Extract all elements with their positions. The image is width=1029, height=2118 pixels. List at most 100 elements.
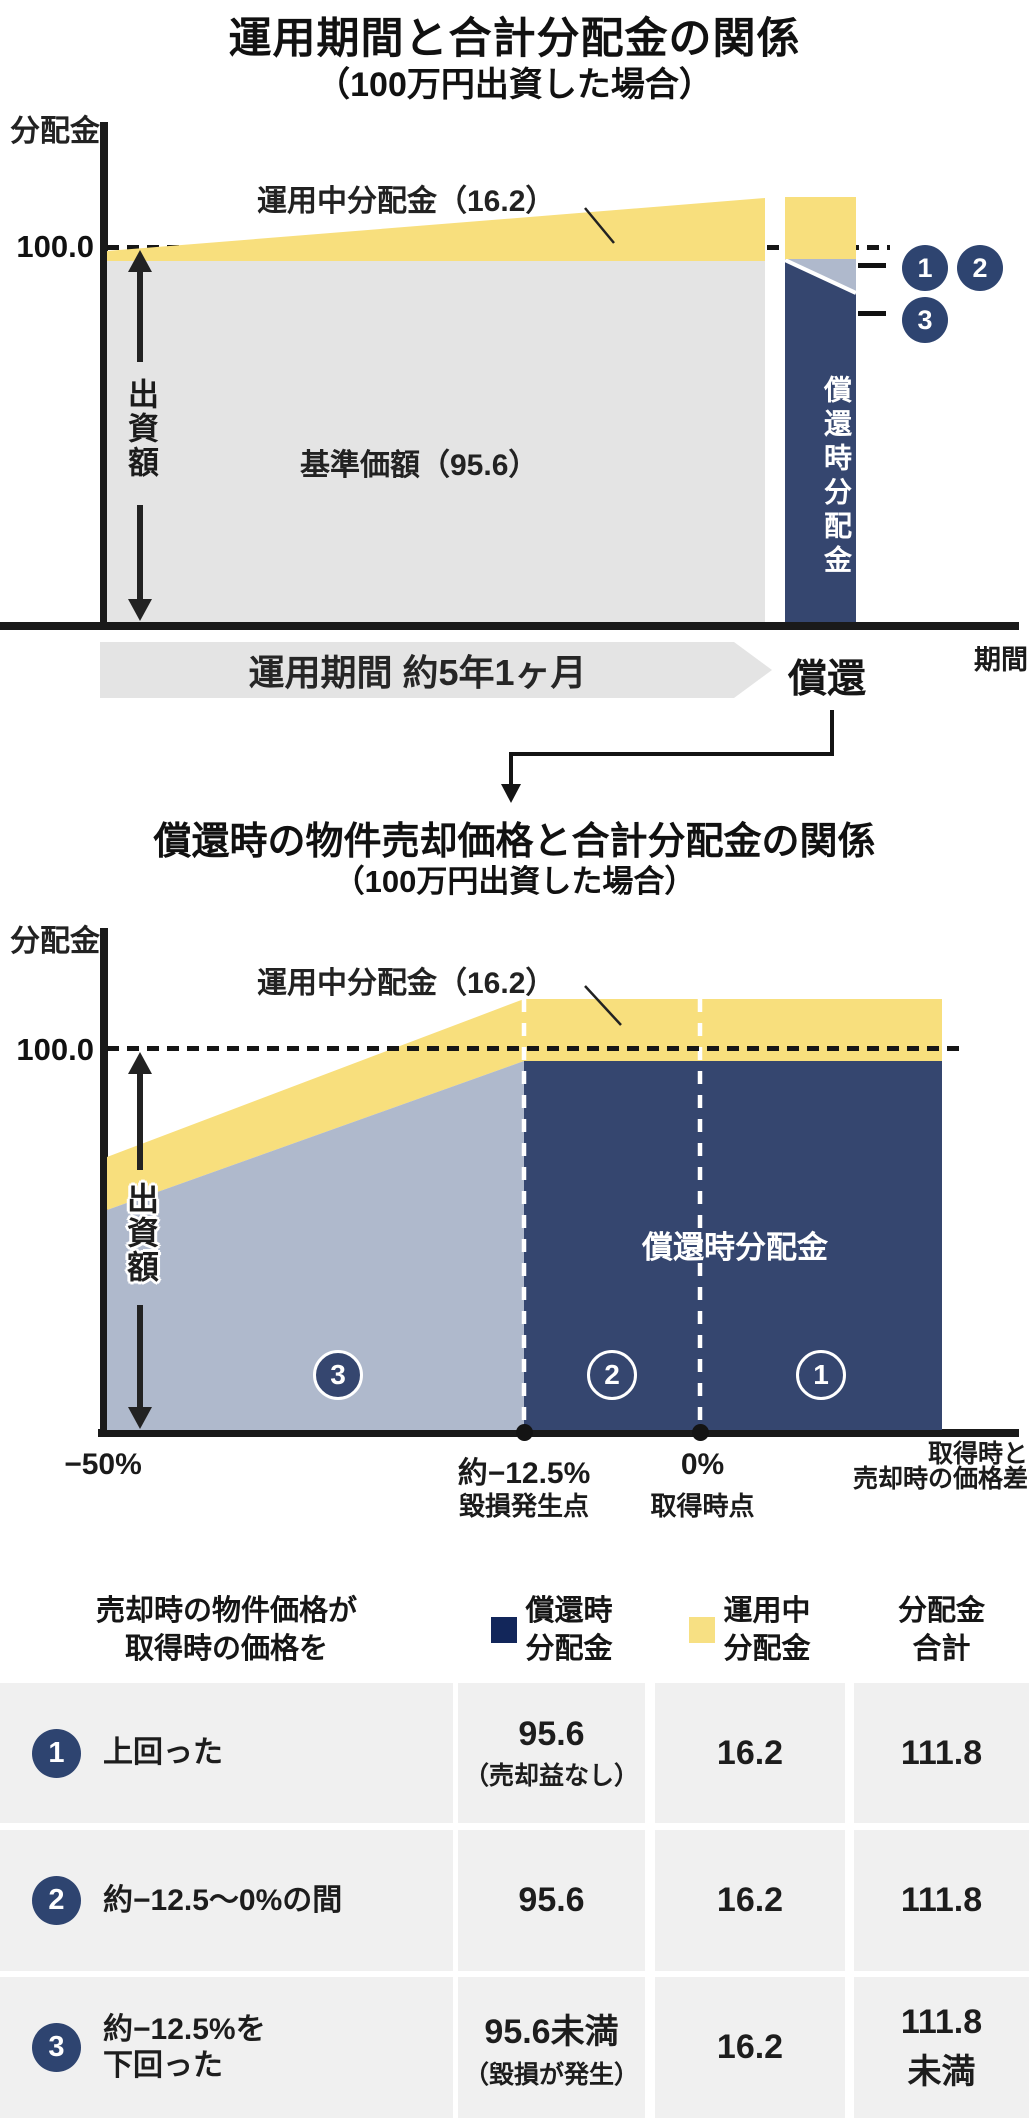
chart1-tick-upper (858, 263, 886, 268)
chart2-x-axis-label: 取得時と 売却時の価格差 (810, 1442, 1028, 1492)
table-header-operating-line2: 分配金 (723, 1633, 811, 1665)
chart1-bar-label: 償還時分配金 (821, 375, 852, 579)
chart2-tick-minus50: −50% (64, 1448, 142, 1481)
chart2-redemption-area-label: 償還時分配金 (642, 1230, 828, 1265)
chart1-period-band-arrow (100, 642, 772, 698)
table-header-total-line2: 合計 (912, 1633, 971, 1665)
table-row: 2 約−12.5～0%の間 95.6 16.2 111.8 (0, 1830, 1029, 1971)
row3-redemption-value: 95.6未満 (484, 2013, 619, 2051)
chart1-reference-value: 100.0 (16, 229, 94, 264)
row1-total-value: 111.8 (900, 1733, 983, 1772)
row3-total-value: 111.8 (900, 2002, 983, 2041)
chart2-acquisition-point-dot (692, 1424, 709, 1441)
row3-redemption-note: （毀損が発生） (463, 2061, 639, 2089)
chart2-tick-minus125: 約−12.5% (457, 1457, 591, 1490)
chart1-bar-loss-triangle (785, 259, 856, 295)
chart1-title: 運用期間と合計分配金の関係 (228, 15, 801, 63)
chart1-bar-operating-segment (785, 197, 856, 259)
operating-legend-swatch (689, 1617, 716, 1643)
chart2-zone-1: 1 (796, 1350, 846, 1400)
chart2-subtitle: （100万円出資した場合） (333, 864, 696, 899)
chart2-tick-zero: 0% (680, 1448, 725, 1481)
chart1-bar-redemption-segment (785, 259, 856, 622)
chart2-operating-label: 運用中分配金（16.2） (257, 967, 556, 1000)
chart2-investment-arrow-up (128, 1052, 152, 1170)
row3-badge: 3 (32, 2023, 81, 2072)
row2-label: 約−12.5～0%の間 (103, 1883, 343, 1917)
chart2-y-axis-line (100, 928, 108, 1437)
chart1-nav-label: 基準価額（95.6） (300, 449, 539, 482)
chart2-zone-2: 2 (587, 1350, 637, 1400)
chart1-tick-lower (858, 311, 886, 316)
chart1-redemption-label: 償還 (788, 658, 867, 701)
table-header-redemption-line2: 分配金 (525, 1633, 613, 1665)
row1-condition-cell: 1 上回った (0, 1683, 453, 1823)
table-header-redemption-line1: 償還時 (525, 1595, 613, 1627)
row1-label: 上回った (103, 1736, 223, 1769)
chart2-title: 償還時の物件売却価格と合計分配金の関係 (153, 821, 876, 863)
chart2-reference-value: 100.0 (16, 1032, 94, 1067)
chart1-operating-distribution-area (107, 198, 765, 262)
chart1-y-axis-label: 分配金 (10, 115, 100, 148)
chart2-operating-pointer-line (584, 985, 622, 1026)
chart2-redemption-area (524, 1061, 942, 1430)
chart2-x-axis-line (98, 1429, 1019, 1437)
chart2-operating-area (107, 999, 942, 1210)
row1-redemption-value: 95.6 (518, 1714, 585, 1753)
row2-badge: 2 (32, 1876, 81, 1925)
row3-operating-cell: 16.2 (655, 1977, 845, 2118)
chart1-x-axis-line (0, 622, 1019, 630)
table-header-condition-line2: 取得時の価格を (124, 1633, 328, 1665)
chart1-investment-arrow-up (128, 250, 152, 362)
row1-total-cell: 111.8 (854, 1683, 1029, 1823)
row3-label-line1: 約−12.5%を (103, 2012, 266, 2046)
chart1-investment-label: 出資額 (123, 378, 158, 480)
table-header-operating: 運用中 分配金 (655, 1592, 845, 1668)
row1-operating-cell: 16.2 (655, 1683, 845, 1823)
row3-label-line2: 下回った (103, 2048, 223, 2082)
row1-redemption-note: （売却益なし） (463, 1761, 639, 1790)
chart2-x-axis-label-line1: 取得時と (927, 1440, 1028, 1468)
row3-condition-cell: 3 約−12.5%を 下回った (0, 1977, 453, 2118)
row3-total-note: 未満 (907, 2052, 976, 2091)
table-header-redemption: 償還時 分配金 (458, 1592, 646, 1668)
chart1-badge-1: 1 (902, 245, 948, 291)
chart2-investment-label: 出資額 (123, 1182, 159, 1284)
chart2-reference-dashed-line (107, 1046, 965, 1051)
chart2-y-axis-label: 分配金 (10, 925, 100, 958)
row2-total-value: 111.8 (900, 1881, 983, 1919)
chart2-impairment-point-dot (516, 1424, 533, 1441)
chart2-tick-zero-sub: 取得時点 (650, 1491, 755, 1521)
table-header-total: 分配金 合計 (854, 1592, 1029, 1668)
chart1-y-axis-line (100, 122, 108, 630)
row2-redemption-value: 95.6 (518, 1881, 585, 1919)
chart2-areas (107, 999, 942, 1430)
row1-operating-value: 16.2 (716, 1733, 784, 1772)
row3-total-cell: 111.8 未満 (854, 1977, 1029, 2118)
redemption-legend-swatch (491, 1617, 518, 1643)
row2-operating-cell: 16.2 (655, 1830, 845, 1971)
row2-total-cell: 111.8 (854, 1830, 1029, 1971)
chart1-x-axis-label: 期間 (974, 645, 1028, 675)
chart1-investment-arrow-down (128, 505, 152, 621)
chart1-nav-area (107, 261, 765, 622)
chart1-subtitle: （100万円出資した場合） (316, 66, 713, 104)
chart2-tick-minus125-sub: 毀損発生点 (458, 1491, 589, 1521)
row1-badge: 1 (32, 1728, 81, 1778)
connector-arrow (501, 710, 834, 803)
chart2-x-axis-label-line2: 売却時の価格差 (852, 1465, 1028, 1493)
chart1-badge-3: 3 (902, 297, 948, 343)
row2-redemption-cell: 95.6 (458, 1830, 645, 1971)
chart2-loss-area (107, 1061, 524, 1430)
chart1-badge-2: 2 (957, 245, 1003, 291)
table-header-operating-line1: 運用中 (723, 1595, 811, 1627)
row2-operating-value: 16.2 (716, 1881, 784, 1919)
row2-condition-cell: 2 約−12.5～0%の間 (0, 1830, 453, 1971)
chart1-operating-label: 運用中分配金（16.2） (257, 185, 556, 218)
chart2-investment-arrow-down (128, 1305, 152, 1429)
table-header-condition-line1: 売却時の物件価格が (95, 1595, 357, 1627)
table-row: 3 約−12.5%を 下回った 95.6未満 （毀損が発生） 16.2 111.… (0, 1977, 1029, 2118)
table-header-total-line1: 分配金 (897, 1595, 985, 1627)
row3-operating-value: 16.2 (716, 2028, 784, 2066)
